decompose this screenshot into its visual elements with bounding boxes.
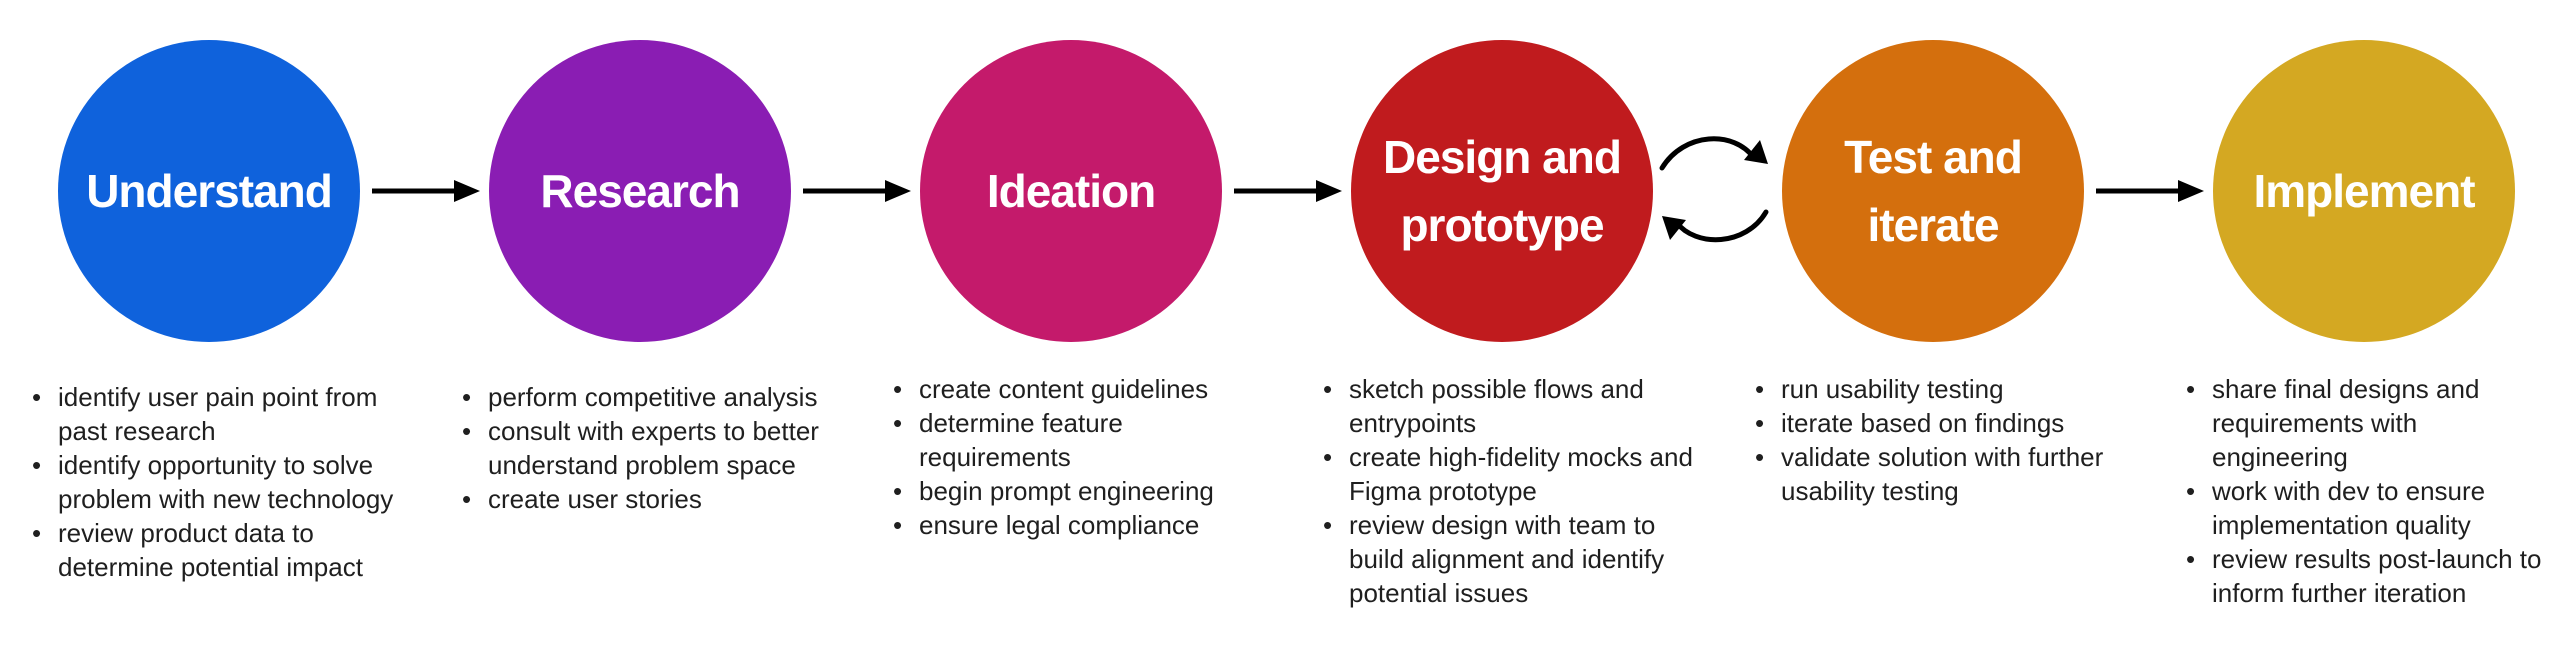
stage-title-ideation: Ideation [986,165,1156,217]
stage-circle-research: Research [489,40,791,342]
list-item: • validate solution with further usabilit… [1755,442,2104,506]
list-item: • ensure legal compliance [893,510,1200,540]
list-item: • identify opportunity to solve problem w… [32,450,394,514]
stage-circle-test-and-iterate: Test and iterate [1782,40,2084,342]
list-item: • determine feature requirements [893,408,1123,472]
bullet-list-understand: • identify user pain point from past rese… [32,380,412,584]
bullet-list-test-and-iterate: • run usability testing • iterate based on… [1755,372,2135,508]
arrow-ideation-to-design [1234,180,1342,202]
stage-title-understand: Understand [86,165,333,217]
cycle-arrows-icon [1659,136,1769,243]
stage-circle-implement: Implement [2213,40,2515,342]
list-item: • review product data to determine potent… [32,518,363,582]
bullet-list-implement: • share final designs and requirements wi… [2186,372,2556,610]
list-item: • create high-fidelity mocks and Figma pr… [1323,442,1693,506]
list-item: • iterate based on findings [1755,408,2065,438]
stage-circle-ideation: Ideation [920,40,1222,342]
list-item: • create user stories [462,484,702,514]
arrow-understand-to-research [372,180,480,202]
bullet-list-research: • perform competitive analysis • consult w… [462,380,842,516]
bullet-list-design-and-prototype: • sketch possible flows and entrypoints •… [1323,372,1703,610]
bullet-list-ideation: • create content guidelines • determine fe… [893,372,1263,542]
list-item: • sketch possible flows and entrypoints [1323,374,1644,438]
stage-title-research: Research [540,165,740,217]
list-item: • perform competitive analysis [462,382,818,412]
list-item: • identify user pain point from past rese… [32,382,378,446]
stage-circle-understand: Understand [58,40,360,342]
stage-circle-design-and-prototype: Design and prototype [1351,40,1653,342]
arrow-test-to-implement [2096,180,2204,202]
list-item: • review results post-launch to inform fu… [2186,544,2542,608]
list-item: • share final designs and requirements wi… [2186,374,2480,472]
stage-title-design-and-prototype: Design and prototype [1383,131,1622,251]
list-item: • create content guidelines [893,374,1209,404]
arrow-research-to-ideation [803,180,911,202]
list-item: • begin prompt engineering [893,476,1214,506]
list-item: • review design with team to build alignm… [1323,510,1665,608]
list-item: • consult with experts to better understa… [462,416,819,480]
list-item: • work with dev to ensure implementation … [2186,476,2486,540]
stage-title-implement: Implement [2253,165,2475,217]
stage-title-test-and-iterate: Test and iterate [1844,131,2023,251]
list-item: • run usability testing [1755,374,2004,404]
